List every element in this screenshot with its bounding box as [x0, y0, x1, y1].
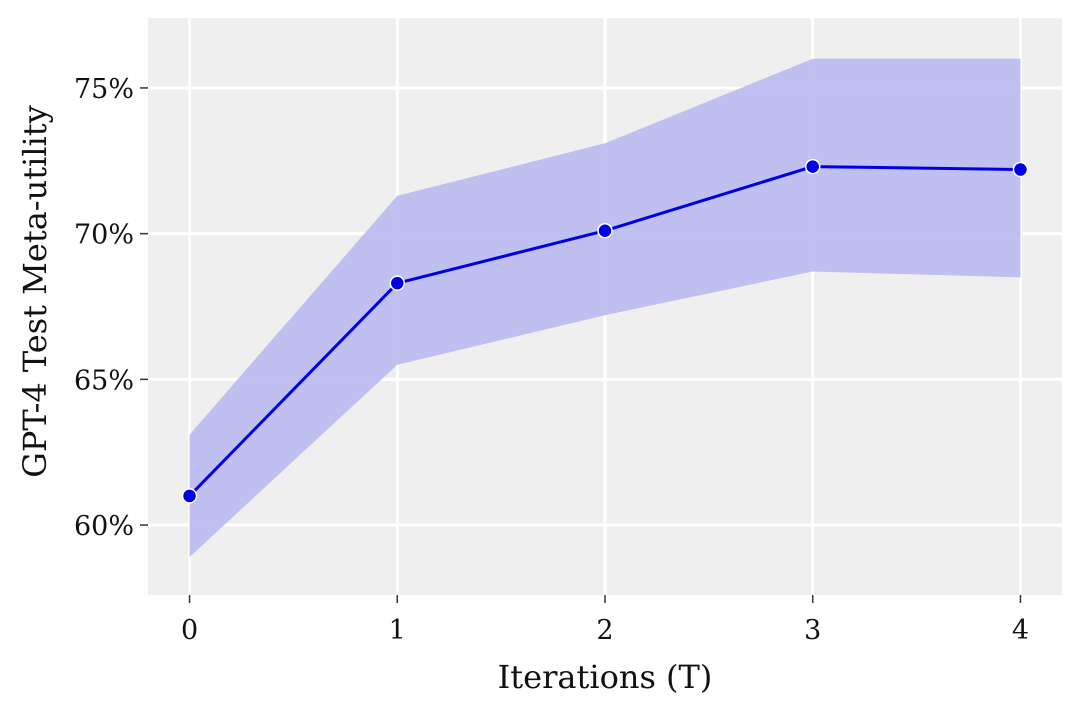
- y-tick-label: 75%: [74, 74, 134, 105]
- data-point: [597, 222, 613, 239]
- x-tick-label: 1: [389, 615, 406, 646]
- data-point: [1012, 161, 1029, 178]
- x-axis-title: Iterations (T): [498, 658, 713, 696]
- y-axis-title: GPT-4 Test Meta-utility: [16, 105, 54, 477]
- confidence-band-layer: [189, 58, 1021, 558]
- data-point: [181, 488, 198, 504]
- data-points-layer: [181, 158, 1029, 504]
- y-tick-labels: 60% 65% 70% 75%: [74, 74, 134, 542]
- data-point: [389, 275, 406, 291]
- confidence-band: [189, 58, 1021, 558]
- x-tick-label: 0: [181, 615, 198, 646]
- data-point: [804, 158, 821, 175]
- x-tick-label: 4: [1012, 615, 1029, 646]
- tick-marks: [140, 87, 1022, 603]
- x-tick-labels: 0 1 2 3 4: [181, 615, 1029, 646]
- y-tick-label: 65%: [74, 365, 134, 396]
- y-tick-label: 70%: [74, 220, 134, 251]
- x-tick-label: 2: [596, 615, 613, 646]
- y-tick-label: 60%: [74, 511, 134, 542]
- x-tick-label: 3: [804, 615, 821, 646]
